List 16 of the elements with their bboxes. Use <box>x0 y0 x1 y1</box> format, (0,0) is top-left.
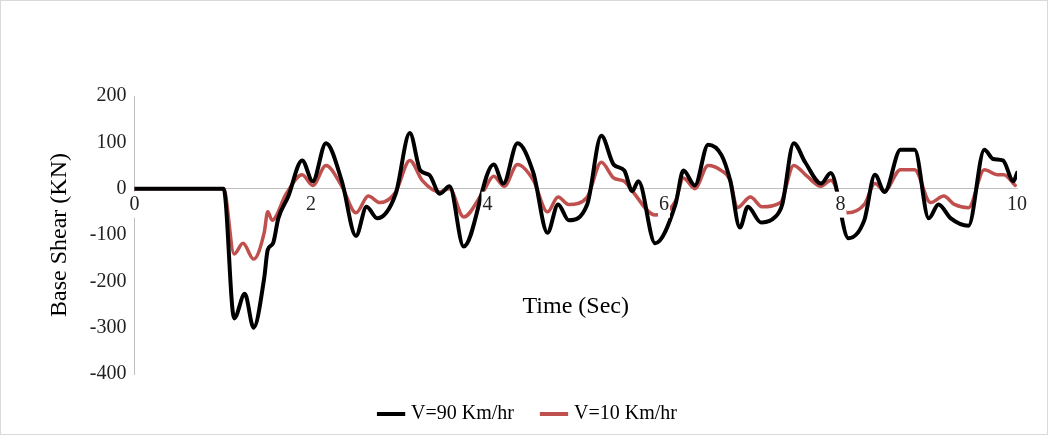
y-tick-label: 200 <box>96 83 127 106</box>
y-axis-title: Base Shear (KN) <box>44 153 71 317</box>
legend-label: V=10 Km/hr <box>574 401 678 424</box>
y-tick-label: -300 <box>89 314 127 337</box>
y-tick-label: 0 <box>116 175 127 198</box>
y-tick-label: -100 <box>89 222 127 245</box>
legend-label: V=90 Km/hr <box>411 401 515 424</box>
y-tick-label: -400 <box>89 361 127 384</box>
y-tick-label: -200 <box>89 268 127 291</box>
x-tick-label: 8 <box>835 191 846 214</box>
x-tick-label: 2 <box>305 191 316 214</box>
x-tick-label: 6 <box>658 191 669 214</box>
y-tick-label: 100 <box>96 129 127 152</box>
x-tick-label: 10 <box>1007 191 1027 214</box>
x-axis-title: Time (Sec) <box>522 292 629 319</box>
x-tick-label: 4 <box>482 191 493 214</box>
